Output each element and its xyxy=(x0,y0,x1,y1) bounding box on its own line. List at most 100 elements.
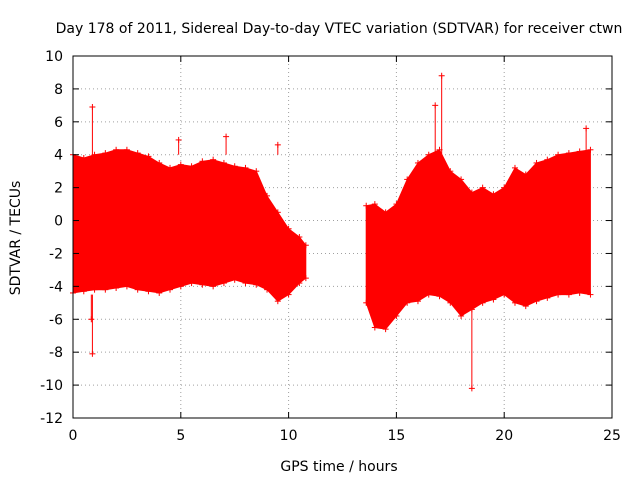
data-point xyxy=(175,136,182,155)
data-marker-b-lower xyxy=(587,291,594,298)
data-marker-b-upper xyxy=(501,184,508,191)
data-marker-b-upper xyxy=(587,146,594,153)
data-marker-a-lower xyxy=(188,280,195,287)
data-marker-b-lower xyxy=(382,326,389,333)
data-marker-a-lower xyxy=(134,286,141,293)
data-marker-a-upper xyxy=(285,225,292,232)
data-marker-b-upper xyxy=(555,151,562,158)
data-marker-a-lower xyxy=(199,281,206,288)
data-point xyxy=(88,294,95,323)
data-marker-a-lower xyxy=(167,286,174,293)
data-point xyxy=(89,294,96,357)
data-marker-a-upper xyxy=(231,163,238,170)
data-marker-b-lower xyxy=(414,298,421,305)
data-marker-b-upper xyxy=(511,164,518,171)
series-envelope-1 xyxy=(72,149,307,302)
data-marker-a-lower xyxy=(285,291,292,298)
data-marker-a-upper xyxy=(123,146,130,153)
data-marker-a-lower xyxy=(274,298,281,305)
data-marker-b-lower xyxy=(565,291,572,298)
data-marker-a-lower xyxy=(210,283,217,290)
data-marker-b-upper xyxy=(404,176,411,183)
y-tick-label: -10 xyxy=(40,378,63,394)
data-marker-b-upper xyxy=(533,159,540,166)
y-tick-label: -6 xyxy=(49,312,63,328)
data-marker-a-lower xyxy=(253,281,260,288)
data-marker-a-lower xyxy=(80,288,87,295)
data-marker-b-lower xyxy=(363,299,370,306)
data-marker-a-upper xyxy=(102,150,109,157)
data-marker-a-lower xyxy=(156,289,163,296)
data-marker-a-lower xyxy=(177,283,184,290)
data-marker-b-upper xyxy=(576,148,583,155)
data-marker-a-upper xyxy=(188,163,195,170)
x-tick-label: 20 xyxy=(495,428,513,444)
x-tick-label: 10 xyxy=(280,428,298,444)
series-envelope-2 xyxy=(365,149,591,330)
data-marker-a-lower xyxy=(242,280,249,287)
y-tick-label: -8 xyxy=(49,345,63,361)
data-point xyxy=(583,125,590,155)
y-tick-label: 4 xyxy=(54,148,63,164)
data-marker-b-lower xyxy=(479,299,486,306)
data-marker-b-lower xyxy=(371,324,378,331)
data-point xyxy=(89,104,96,155)
y-tick-label: 10 xyxy=(45,49,63,65)
y-tick-label: -2 xyxy=(49,246,63,262)
y-tick-label: 6 xyxy=(54,115,63,131)
data-marker-b-lower xyxy=(511,299,518,306)
y-tick-label: -4 xyxy=(49,279,63,295)
data-marker-b-lower xyxy=(490,296,497,303)
data-marker-a-lower xyxy=(302,275,309,282)
data-marker-b-upper xyxy=(363,202,370,209)
data-marker-b-lower xyxy=(458,312,465,319)
data-marker-b-upper xyxy=(425,151,432,158)
data-marker-a-lower xyxy=(123,283,130,290)
ticks-layer: 0 5 10 15 20 25 -12 -10 -8 -6 -4 -2 0 2 4 6 8 10 xyxy=(40,49,621,444)
data-marker-b-lower xyxy=(533,298,540,305)
data-marker-a-upper xyxy=(80,155,87,162)
data-marker-a-upper xyxy=(220,159,227,166)
y-tick-label: -12 xyxy=(40,411,63,427)
data-marker-a-upper xyxy=(210,156,217,163)
data-marker-b-upper xyxy=(479,184,486,191)
data-marker-b-lower xyxy=(404,299,411,306)
data-marker-a-lower xyxy=(102,286,109,293)
axes-layer xyxy=(72,55,613,419)
x-tick-label: 5 xyxy=(176,428,185,444)
data-marker-a-upper xyxy=(264,192,271,199)
data-marker-b-upper xyxy=(522,171,529,178)
data-marker-a-upper xyxy=(113,146,120,153)
y-tick-label: 0 xyxy=(54,214,63,230)
data-marker-b-upper xyxy=(371,201,378,208)
data-marker-b-lower xyxy=(425,291,432,298)
data-marker-b-upper xyxy=(544,156,551,163)
x-axis-label: GPS time / hours xyxy=(280,459,397,475)
data-marker-a-upper xyxy=(274,209,281,216)
chart-title: Day 178 of 2011, Sidereal Day-to-day VTE… xyxy=(56,21,623,37)
data-layer xyxy=(70,72,594,392)
data-marker-a-upper xyxy=(134,150,141,157)
data-marker-a-upper xyxy=(302,242,309,249)
data-marker-a-lower xyxy=(220,280,227,287)
x-tick-label: 0 xyxy=(69,428,78,444)
data-marker-b-lower xyxy=(501,291,508,298)
data-point xyxy=(438,72,445,155)
data-marker-b-lower xyxy=(393,312,400,319)
x-tick-label: 15 xyxy=(387,428,405,444)
data-marker-a-lower xyxy=(231,276,238,283)
plot-frame xyxy=(72,55,613,419)
data-marker-b-upper xyxy=(490,191,497,198)
data-marker-b-upper xyxy=(393,201,400,208)
y-tick-label: 2 xyxy=(54,181,63,197)
data-marker-b-lower xyxy=(447,299,454,306)
data-marker-b-lower xyxy=(522,303,529,310)
data-point xyxy=(223,133,230,155)
data-marker-a-upper xyxy=(296,234,303,240)
data-marker-a-upper xyxy=(145,153,152,160)
data-marker-b-upper xyxy=(458,176,465,183)
data-marker-b-lower xyxy=(555,291,562,298)
data-marker-a-lower xyxy=(91,286,98,293)
data-marker-a-lower xyxy=(113,285,120,292)
